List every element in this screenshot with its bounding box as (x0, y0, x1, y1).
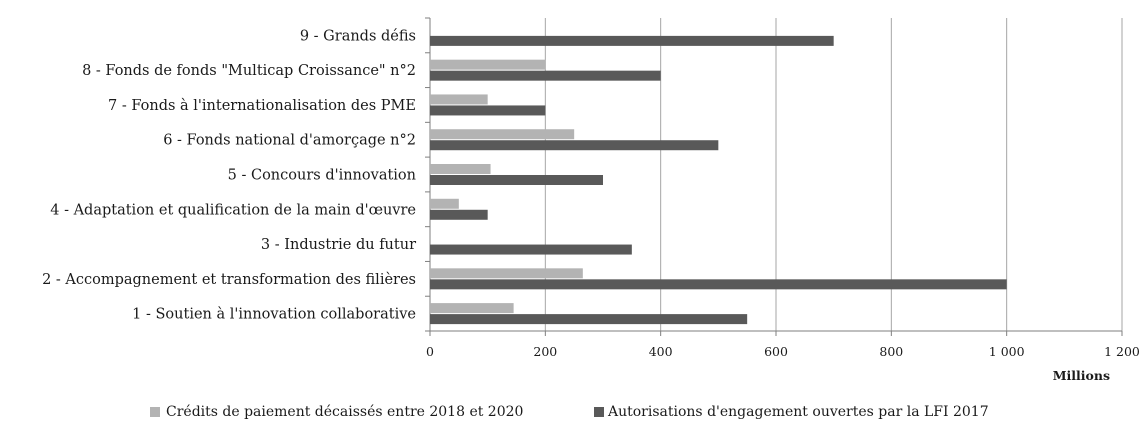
category-label: 5 - Concours d'innovation (228, 168, 416, 184)
axes (425, 17, 1123, 336)
category-label: 1 - Soutien à l'innovation collaborative (132, 306, 416, 323)
bar-credits-paiement (430, 164, 491, 174)
bar-credits-paiement (430, 59, 546, 70)
bar-autorisations-engagement (430, 140, 719, 151)
category-label: 2 - Accompagnement et transformation des… (42, 272, 416, 288)
bar-autorisations-engagement (430, 35, 834, 46)
x-tick-label-1200: 1 200 (1104, 344, 1140, 359)
legend-label-credits: Crédits de paiement décaissés entre 2018… (166, 404, 523, 420)
x-tick-label-0: 0 (426, 344, 434, 359)
legend: Crédits de paiement décaissés entre 2018… (150, 404, 989, 420)
x-tick-labels: 0 200 400 600 800 1 000 1 200 (426, 344, 1140, 359)
legend-swatch-autorisations (594, 407, 604, 417)
x-tick-label-200: 200 (533, 344, 557, 359)
x-tick-label-600: 600 (764, 344, 788, 359)
x-tick-label-1000: 1 000 (989, 344, 1025, 359)
category-label: 9 - Grands défis (300, 28, 416, 44)
x-axis-unit-label: Millions (1053, 368, 1110, 383)
bars (430, 35, 1007, 325)
bar-credits-paiement (430, 268, 583, 279)
x-tick-label-800: 800 (879, 344, 903, 359)
category-label: 4 - Adaptation et qualification de la ma… (50, 202, 416, 218)
bar-autorisations-engagement (430, 279, 1007, 290)
bar-autorisations-engagement (430, 314, 748, 325)
gridlines (544, 18, 1123, 331)
legend-label-autorisations: Autorisations d'engagement ouvertes par … (607, 404, 989, 420)
bar-autorisations-engagement (430, 105, 546, 116)
bar-autorisations-engagement (430, 209, 488, 220)
category-labels: 1 - Soutien à l'innovation collaborative… (42, 28, 416, 322)
category-label: 6 - Fonds national d'amorçage n°2 (163, 133, 416, 149)
bar-autorisations-engagement (430, 175, 603, 185)
bar-autorisations-engagement (430, 70, 661, 81)
category-label: 8 - Fonds de fonds "Multicap Croissance"… (82, 63, 416, 79)
legend-swatch-credits (150, 407, 160, 417)
x-tick-label-400: 400 (649, 344, 673, 359)
category-label: 7 - Fonds à l'internationalisation des P… (108, 97, 416, 114)
bar-credits-paiement (430, 94, 488, 105)
bar-credits-paiement (430, 303, 514, 314)
bar-autorisations-engagement (430, 244, 632, 255)
category-label: 3 - Industrie du futur (261, 237, 416, 253)
bar-credits-paiement (430, 129, 575, 140)
bar-credits-paiement (430, 198, 459, 209)
